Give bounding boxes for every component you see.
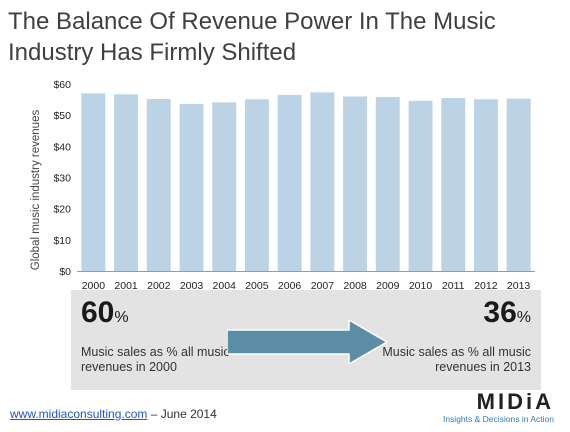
x-tick-label: 2013 bbox=[507, 280, 531, 292]
stat-2013-symbol: % bbox=[516, 309, 531, 326]
y-tick-label: $30 bbox=[53, 173, 71, 185]
bar-2003 bbox=[179, 103, 204, 272]
bar-2000 bbox=[81, 93, 106, 271]
right-arrow-icon bbox=[227, 320, 387, 364]
stat-2013-description: Music sales as % all music revenues in 2… bbox=[382, 345, 531, 374]
bar-2001 bbox=[114, 94, 138, 271]
footer-date: – June 2014 bbox=[147, 407, 217, 421]
stat-2000-value: 60 bbox=[81, 296, 115, 329]
x-tick-label: 2003 bbox=[180, 280, 204, 292]
y-tick-label: $50 bbox=[53, 110, 71, 122]
stat-2000: 60% bbox=[81, 296, 129, 330]
bar-2008 bbox=[343, 96, 367, 271]
bar-2006 bbox=[277, 94, 302, 272]
stat-2000-description: Music sales as % all music revenues in 2… bbox=[81, 345, 230, 374]
bar-2013 bbox=[506, 98, 531, 271]
x-tick-label: 2000 bbox=[82, 280, 106, 292]
bar-2012 bbox=[474, 99, 498, 271]
stat-2013: 36% bbox=[483, 296, 531, 330]
bar-2005 bbox=[245, 99, 269, 271]
footer: www.midiaconsulting.com – June 2014 bbox=[10, 407, 217, 421]
x-tick-label: 2008 bbox=[343, 280, 367, 292]
x-tick-label: 2010 bbox=[409, 280, 433, 292]
bar-2004 bbox=[212, 102, 237, 272]
chart-title: The Balance Of Revenue Power In The Musi… bbox=[8, 8, 496, 66]
bar-2007 bbox=[310, 92, 335, 272]
x-tick-label: 2005 bbox=[245, 280, 269, 292]
x-tick-label: 2011 bbox=[442, 280, 465, 292]
x-tick-label: 2007 bbox=[311, 280, 335, 292]
y-tick-label: $40 bbox=[53, 141, 71, 153]
y-tick-label: $0 bbox=[59, 266, 71, 278]
stat-2000-symbol: % bbox=[114, 309, 129, 326]
bar-chart: $0 $10 $20 $30 $40 $50 $60 2000 2001 2002 2003 200… bbox=[53, 79, 535, 292]
x-tick-label: 2012 bbox=[474, 280, 498, 292]
y-tick-label: $60 bbox=[53, 79, 71, 91]
midia-logo: MIDiA Insights & Decisions in Action bbox=[442, 389, 554, 425]
logo-tagline: Insights & Decisions in Action bbox=[442, 414, 554, 424]
y-tick-label: $20 bbox=[53, 204, 71, 216]
bar-2009 bbox=[375, 97, 400, 271]
logo-wordmark: MIDiA bbox=[476, 389, 554, 414]
x-tick-label: 2009 bbox=[376, 280, 400, 292]
x-tick-label: 2002 bbox=[147, 280, 171, 292]
x-tick-label: 2004 bbox=[213, 280, 237, 292]
bar-2010 bbox=[408, 100, 433, 271]
summary-panel: 60% Music sales as % all music revenues … bbox=[71, 290, 541, 390]
x-tick-label: 2001 bbox=[114, 280, 138, 292]
bar-2011 bbox=[441, 98, 466, 271]
x-tick-label: 2006 bbox=[278, 280, 302, 292]
website-link[interactable]: www.midiaconsulting.com bbox=[10, 407, 148, 421]
y-tick-label: $10 bbox=[53, 235, 71, 247]
bar-2002 bbox=[146, 99, 171, 271]
stat-2013-value: 36 bbox=[483, 296, 517, 329]
